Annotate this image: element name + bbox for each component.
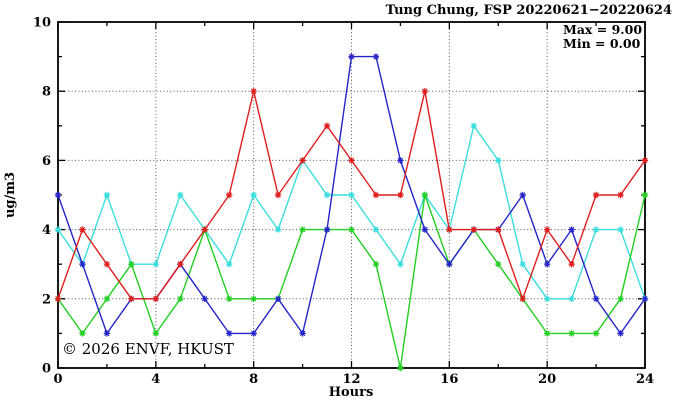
x-tick-label: 0: [53, 372, 62, 387]
series-red: [54, 88, 649, 302]
x-tick-label: 24: [636, 372, 654, 387]
legend-max-value: Max = 9.00: [563, 22, 642, 37]
x-axis-label: Hours: [329, 385, 374, 400]
series-cyan-markers: [54, 122, 649, 302]
series-cyan: [54, 122, 649, 302]
axis-ticks-layer: [57, 21, 646, 369]
x-tick-label: 20: [538, 372, 556, 387]
legend-min-value: Min = 0.00: [563, 36, 641, 51]
x-tick-label: 8: [249, 372, 258, 387]
watermark: © 2026 ENVF, HKUST: [62, 340, 234, 358]
y-tick-label: 0: [42, 362, 51, 377]
y-tick-label: 2: [42, 292, 51, 307]
series-red-markers: [54, 88, 649, 302]
y-tick-label: 8: [42, 85, 51, 100]
y-tick-label: 6: [42, 154, 51, 169]
chart-title: Tung Chung, FSP 20220621−20220624: [386, 3, 672, 18]
y-tick-label: 10: [33, 16, 51, 31]
y-axis-label: ug/m3: [3, 172, 18, 218]
y-tick-label: 4: [42, 223, 51, 238]
x-tick-label: 4: [151, 372, 160, 387]
x-tick-label: 12: [342, 372, 360, 387]
data-series-layer: [54, 53, 649, 372]
x-tick-label: 16: [440, 372, 458, 387]
